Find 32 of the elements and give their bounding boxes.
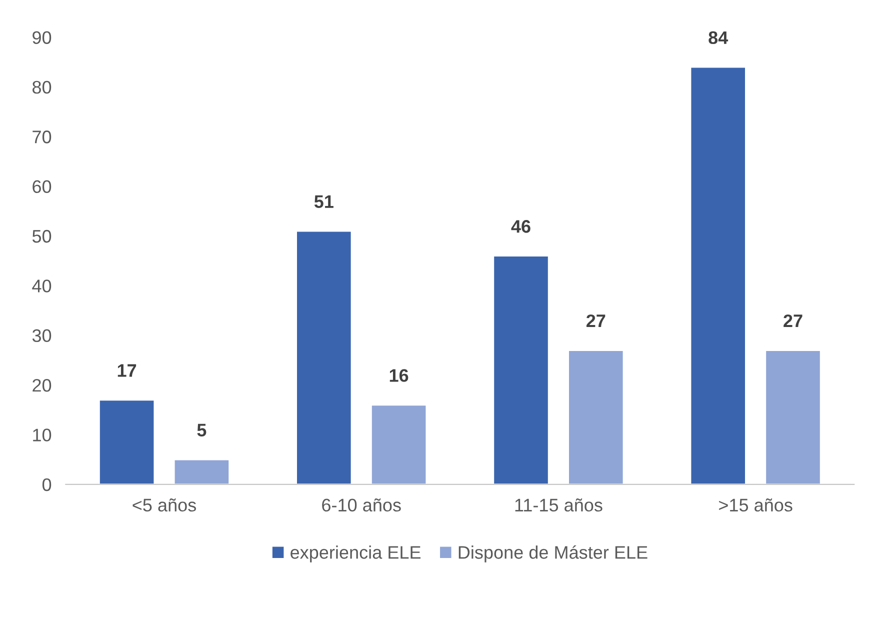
bar bbox=[690, 66, 746, 484]
y-tick-label: 60 bbox=[32, 180, 52, 194]
x-tick-label: 11-15 años bbox=[515, 498, 602, 512]
y-tick-label: 90 bbox=[32, 31, 52, 44]
bar bbox=[492, 255, 550, 484]
data-label: 16 bbox=[390, 369, 408, 382]
y-tick-label: 20 bbox=[32, 378, 52, 392]
data-label: 27 bbox=[586, 314, 606, 328]
data-label: 46 bbox=[511, 220, 530, 233]
bar bbox=[98, 399, 156, 484]
y-tick-label: 50 bbox=[32, 230, 52, 243]
data-label: 84 bbox=[708, 31, 728, 44]
data-label: 5 bbox=[197, 424, 206, 437]
x-tick-label: >15 años bbox=[719, 498, 792, 512]
legend-label: experiencia ELE bbox=[290, 546, 421, 562]
y-tick-label: 80 bbox=[32, 80, 52, 94]
y-tick-label: 30 bbox=[32, 329, 52, 342]
data-label: 27 bbox=[784, 314, 802, 328]
y-tick-label: 10 bbox=[33, 428, 52, 442]
y-tick-label: 70 bbox=[32, 130, 52, 144]
data-label: 17 bbox=[118, 364, 136, 377]
data-label: 51 bbox=[314, 195, 334, 208]
x-tick-label: <5 años bbox=[132, 498, 196, 512]
y-tick-label: 0 bbox=[42, 478, 52, 492]
bar bbox=[764, 350, 822, 484]
bar bbox=[173, 458, 230, 484]
bar bbox=[370, 404, 428, 484]
legend-label: Dispone de Máster ELE bbox=[458, 545, 648, 562]
y-tick-label: 40 bbox=[32, 280, 52, 292]
bar bbox=[296, 230, 352, 484]
x-tick-label: 6-10 años bbox=[322, 498, 401, 512]
bar bbox=[568, 350, 624, 484]
